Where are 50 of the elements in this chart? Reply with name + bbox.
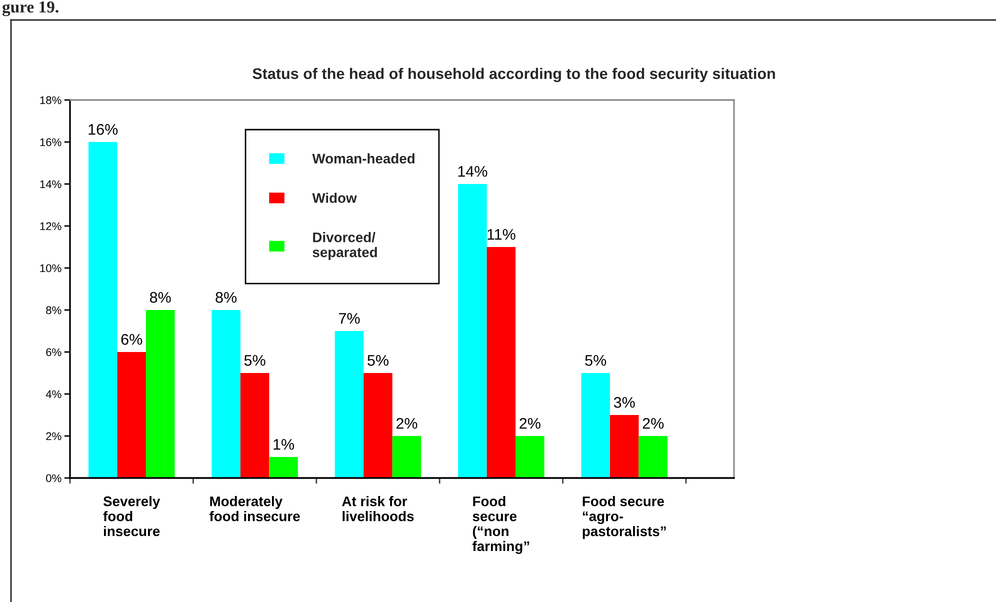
- x-tick-label: Food secure (“non farming”: [472, 496, 530, 554]
- bar: [334, 331, 364, 478]
- data-label: 8%: [150, 292, 171, 303]
- data-label: 14%: [458, 166, 488, 177]
- bar: [486, 247, 516, 478]
- bar: [240, 373, 270, 478]
- y-tick-label: 8%: [46, 306, 62, 314]
- bar: [458, 184, 487, 478]
- x-tick-label: Food secure “agro- pastoralists”: [582, 496, 666, 539]
- y-tick-label: 12%: [40, 222, 62, 230]
- bar: [364, 373, 392, 478]
- data-label: 7%: [338, 313, 360, 324]
- x-tick-label: At risk for livelihoods: [342, 496, 414, 522]
- bar: [516, 436, 544, 478]
- y-tick-label: 14%: [40, 180, 62, 188]
- data-label: 3%: [614, 396, 635, 408]
- data-label: 1%: [274, 439, 294, 450]
- y-tick-label: 16%: [40, 138, 62, 146]
- y-tick-label: 10%: [40, 264, 62, 272]
- bar: [581, 373, 610, 478]
- y-tick-label: 6%: [46, 348, 62, 356]
- bar: [88, 142, 118, 478]
- data-label: 8%: [216, 292, 237, 303]
- bar: [212, 310, 240, 478]
- bar: [638, 436, 668, 478]
- data-label: 11%: [488, 229, 516, 240]
- bar: [610, 415, 639, 478]
- data-label: 2%: [396, 418, 418, 429]
- text: gure 19.: [2, 1, 58, 16]
- y-tick-label: 0%: [46, 474, 62, 482]
- data-label: 5%: [244, 355, 266, 366]
- y-tick-label: 4%: [46, 390, 62, 398]
- data-label: 2%: [520, 418, 540, 429]
- data-label: 5%: [585, 355, 606, 366]
- bar: [269, 457, 298, 478]
- y-tick-label: 2%: [46, 432, 62, 440]
- bar: [146, 310, 175, 478]
- x-tick-label: Severely food insecure: [103, 496, 160, 536]
- bar: [117, 352, 146, 478]
- legend-label: Divorced/ separated: [312, 232, 377, 260]
- y-tick-label: 18%: [40, 96, 62, 104]
- chart-title: Status of the head of household according to the food security situation: [252, 68, 775, 82]
- data-label: 16%: [88, 124, 118, 135]
- x-tick-label: Moderately food insecure: [209, 496, 300, 522]
- data-label: 2%: [642, 418, 664, 429]
- legend-label: Woman-headed: [312, 153, 414, 164]
- data-label: 6%: [121, 334, 142, 345]
- data-label: 5%: [368, 355, 388, 366]
- bar: [392, 436, 422, 478]
- legend-label: Widow: [312, 192, 357, 203]
